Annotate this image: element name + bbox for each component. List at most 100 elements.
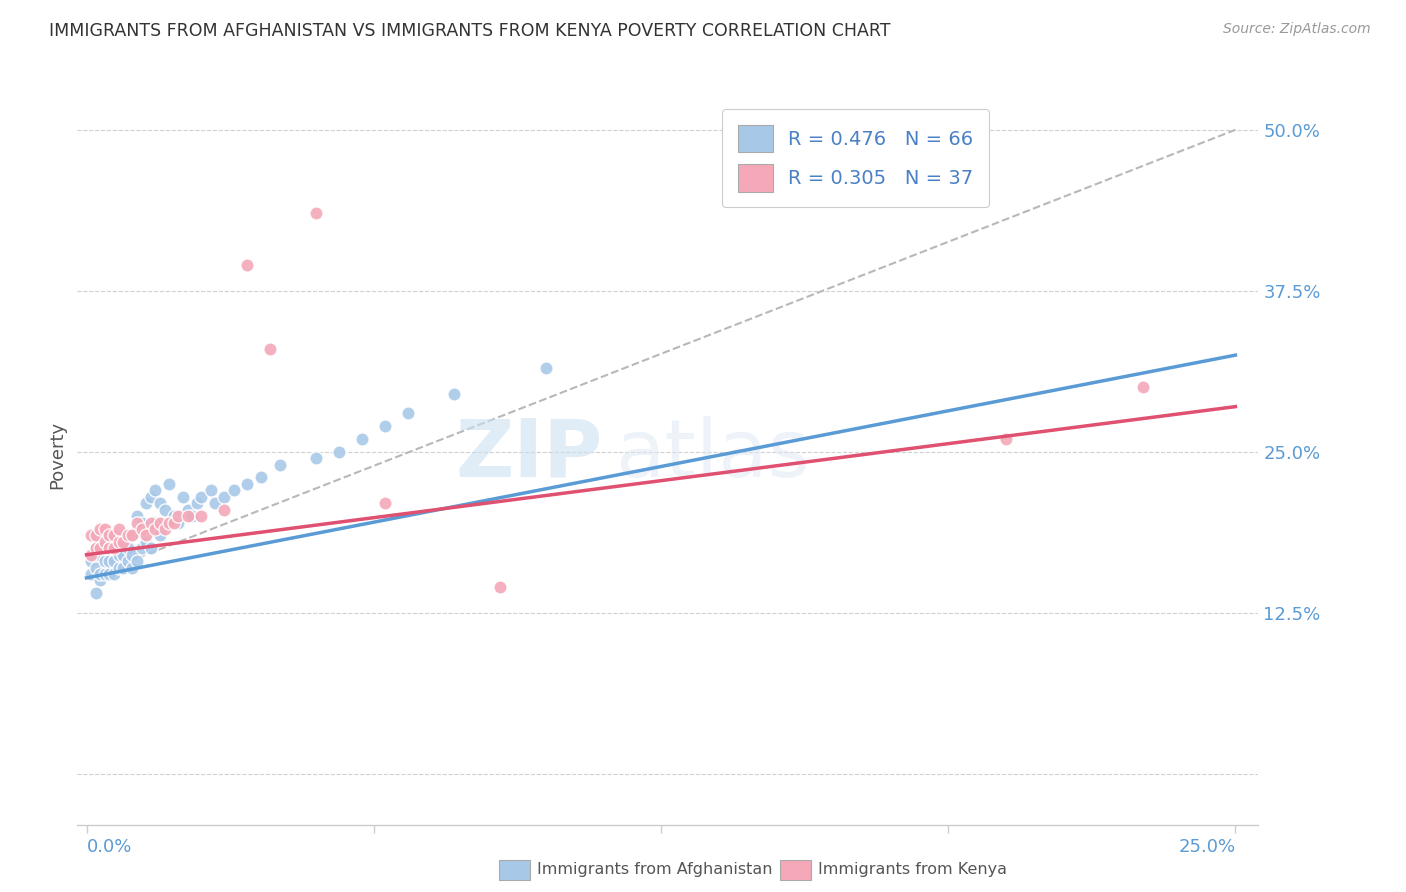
Point xyxy=(98,554,121,568)
Point xyxy=(157,516,180,530)
Point xyxy=(176,509,198,524)
Legend: R = 0.476   N = 66, R = 0.305   N = 37: R = 0.476 N = 66, R = 0.305 N = 37 xyxy=(723,109,988,207)
Point xyxy=(994,432,1017,446)
Point xyxy=(84,560,107,574)
Point xyxy=(157,476,180,491)
Point xyxy=(236,476,259,491)
Point xyxy=(94,541,117,556)
Point xyxy=(98,528,121,542)
Y-axis label: Poverty: Poverty xyxy=(48,421,66,489)
Point xyxy=(84,541,107,556)
Point xyxy=(94,554,117,568)
Point xyxy=(112,548,135,562)
Point xyxy=(107,560,129,574)
Point xyxy=(89,522,111,536)
Point xyxy=(98,567,121,582)
Point xyxy=(89,548,111,562)
Point xyxy=(135,534,157,549)
Point xyxy=(269,458,291,472)
Point xyxy=(98,541,121,556)
Point xyxy=(89,534,111,549)
Point xyxy=(121,528,143,542)
Point xyxy=(214,490,236,504)
Point xyxy=(107,522,129,536)
Point xyxy=(103,541,125,556)
Point xyxy=(89,574,111,588)
Point xyxy=(131,522,153,536)
Point xyxy=(204,496,226,510)
Point xyxy=(145,516,167,530)
Point xyxy=(135,496,157,510)
Point xyxy=(200,483,222,498)
Point xyxy=(80,567,103,582)
Point xyxy=(139,490,162,504)
Point xyxy=(214,502,236,516)
Point xyxy=(190,490,212,504)
Text: Immigrants from Kenya: Immigrants from Kenya xyxy=(818,863,1007,877)
Point xyxy=(176,502,198,516)
Text: ZIP: ZIP xyxy=(456,416,603,494)
Point xyxy=(107,528,129,542)
Point xyxy=(157,516,180,530)
Point xyxy=(89,567,111,582)
Point xyxy=(112,560,135,574)
Point xyxy=(94,534,117,549)
Point xyxy=(163,509,186,524)
Point xyxy=(103,554,125,568)
Point xyxy=(352,432,374,446)
Text: IMMIGRANTS FROM AFGHANISTAN VS IMMIGRANTS FROM KENYA POVERTY CORRELATION CHART: IMMIGRANTS FROM AFGHANISTAN VS IMMIGRANT… xyxy=(49,22,891,40)
Point xyxy=(153,502,176,516)
Point xyxy=(181,509,204,524)
Point xyxy=(374,496,396,510)
Point xyxy=(103,567,125,582)
Point xyxy=(167,509,190,524)
Point xyxy=(112,534,135,549)
Point xyxy=(98,541,121,556)
Point xyxy=(121,548,143,562)
Point xyxy=(145,522,167,536)
Point xyxy=(167,516,190,530)
Text: Source: ZipAtlas.com: Source: ZipAtlas.com xyxy=(1223,22,1371,37)
Point xyxy=(131,516,153,530)
Point xyxy=(190,509,212,524)
Point xyxy=(489,580,512,594)
Point xyxy=(94,522,117,536)
Point xyxy=(186,496,208,510)
Point xyxy=(374,419,396,434)
Point xyxy=(172,490,194,504)
Point xyxy=(121,560,143,574)
Point xyxy=(125,516,148,530)
Point xyxy=(139,541,162,556)
Point xyxy=(112,534,135,549)
Point xyxy=(80,554,103,568)
Point xyxy=(139,516,162,530)
Point xyxy=(84,586,107,600)
Text: Immigrants from Afghanistan: Immigrants from Afghanistan xyxy=(537,863,772,877)
Point xyxy=(98,528,121,542)
Point xyxy=(84,528,107,542)
Point xyxy=(80,548,103,562)
Point xyxy=(84,541,107,556)
Point xyxy=(149,516,172,530)
Text: 0.0%: 0.0% xyxy=(87,838,132,856)
Point xyxy=(121,528,143,542)
Point xyxy=(149,528,172,542)
Point xyxy=(103,528,125,542)
Point xyxy=(131,541,153,556)
Point xyxy=(117,541,139,556)
Point xyxy=(396,406,419,420)
Text: 25.0%: 25.0% xyxy=(1178,838,1236,856)
Point xyxy=(1132,380,1154,394)
Point xyxy=(149,496,172,510)
Point xyxy=(305,451,328,466)
Point xyxy=(250,470,273,484)
Point xyxy=(117,554,139,568)
Text: atlas: atlas xyxy=(614,416,808,494)
Point xyxy=(328,444,350,458)
Point xyxy=(125,509,148,524)
Point xyxy=(107,534,129,549)
Point xyxy=(125,554,148,568)
Point xyxy=(80,528,103,542)
Point xyxy=(305,206,328,220)
Point xyxy=(222,483,245,498)
